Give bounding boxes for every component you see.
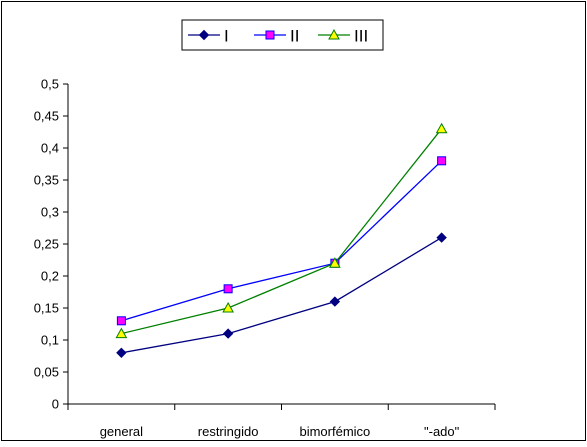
legend-marker — [198, 29, 210, 41]
y-tick-label: 0,5 — [41, 77, 59, 92]
data-point — [436, 232, 447, 243]
y-tick-label: 0,2 — [41, 269, 59, 284]
y-tick-label: 0,05 — [34, 365, 59, 380]
y-tick-label: 0 — [52, 397, 59, 412]
data-point — [222, 328, 234, 339]
series-line — [121, 237, 442, 354]
data-point — [329, 257, 341, 268]
data-point — [222, 301, 234, 313]
series-layer — [115, 122, 448, 359]
series-line — [121, 128, 443, 335]
data-point — [435, 122, 448, 134]
x-axis: general restringido bimorfémico "-ado" — [67, 403, 496, 439]
legend-label: II — [290, 27, 299, 46]
series-1 — [116, 232, 447, 359]
data-point — [115, 327, 128, 339]
x-tick-label: bimorfémico — [299, 424, 370, 439]
x-tick-label: general — [100, 424, 143, 439]
legend-entry: III — [318, 27, 368, 46]
y-tick-label: 0,1 — [41, 333, 59, 348]
data-point — [329, 296, 341, 307]
legend-entry: I — [188, 27, 229, 46]
legend-marker — [328, 28, 340, 40]
series-line — [121, 160, 443, 322]
y-tick-label: 0,35 — [34, 173, 59, 188]
y-axis: 0 0,05 0,1 0,15 0,2 0,25 0,3 0,35 0,4 0,45 0,5 — [34, 77, 69, 412]
legend-label: I — [224, 27, 229, 46]
x-tick-label: "-ado" — [424, 424, 460, 439]
legend-entry: II — [254, 27, 299, 46]
data-point — [437, 156, 447, 166]
legend-marker — [265, 30, 275, 40]
data-point — [116, 347, 127, 359]
y-tick-label: 0,4 — [41, 141, 59, 156]
data-point — [116, 316, 126, 326]
legend-label: III — [354, 27, 368, 46]
x-tick-label: restringido — [198, 424, 259, 439]
y-tick-label: 0,15 — [34, 301, 59, 316]
series-3 — [115, 122, 448, 339]
legend: I II III — [181, 19, 384, 51]
y-tick-label: 0,25 — [34, 237, 59, 252]
y-tick-label: 0,45 — [34, 109, 59, 124]
data-point — [223, 284, 233, 294]
y-tick-label: 0,3 — [41, 205, 59, 220]
